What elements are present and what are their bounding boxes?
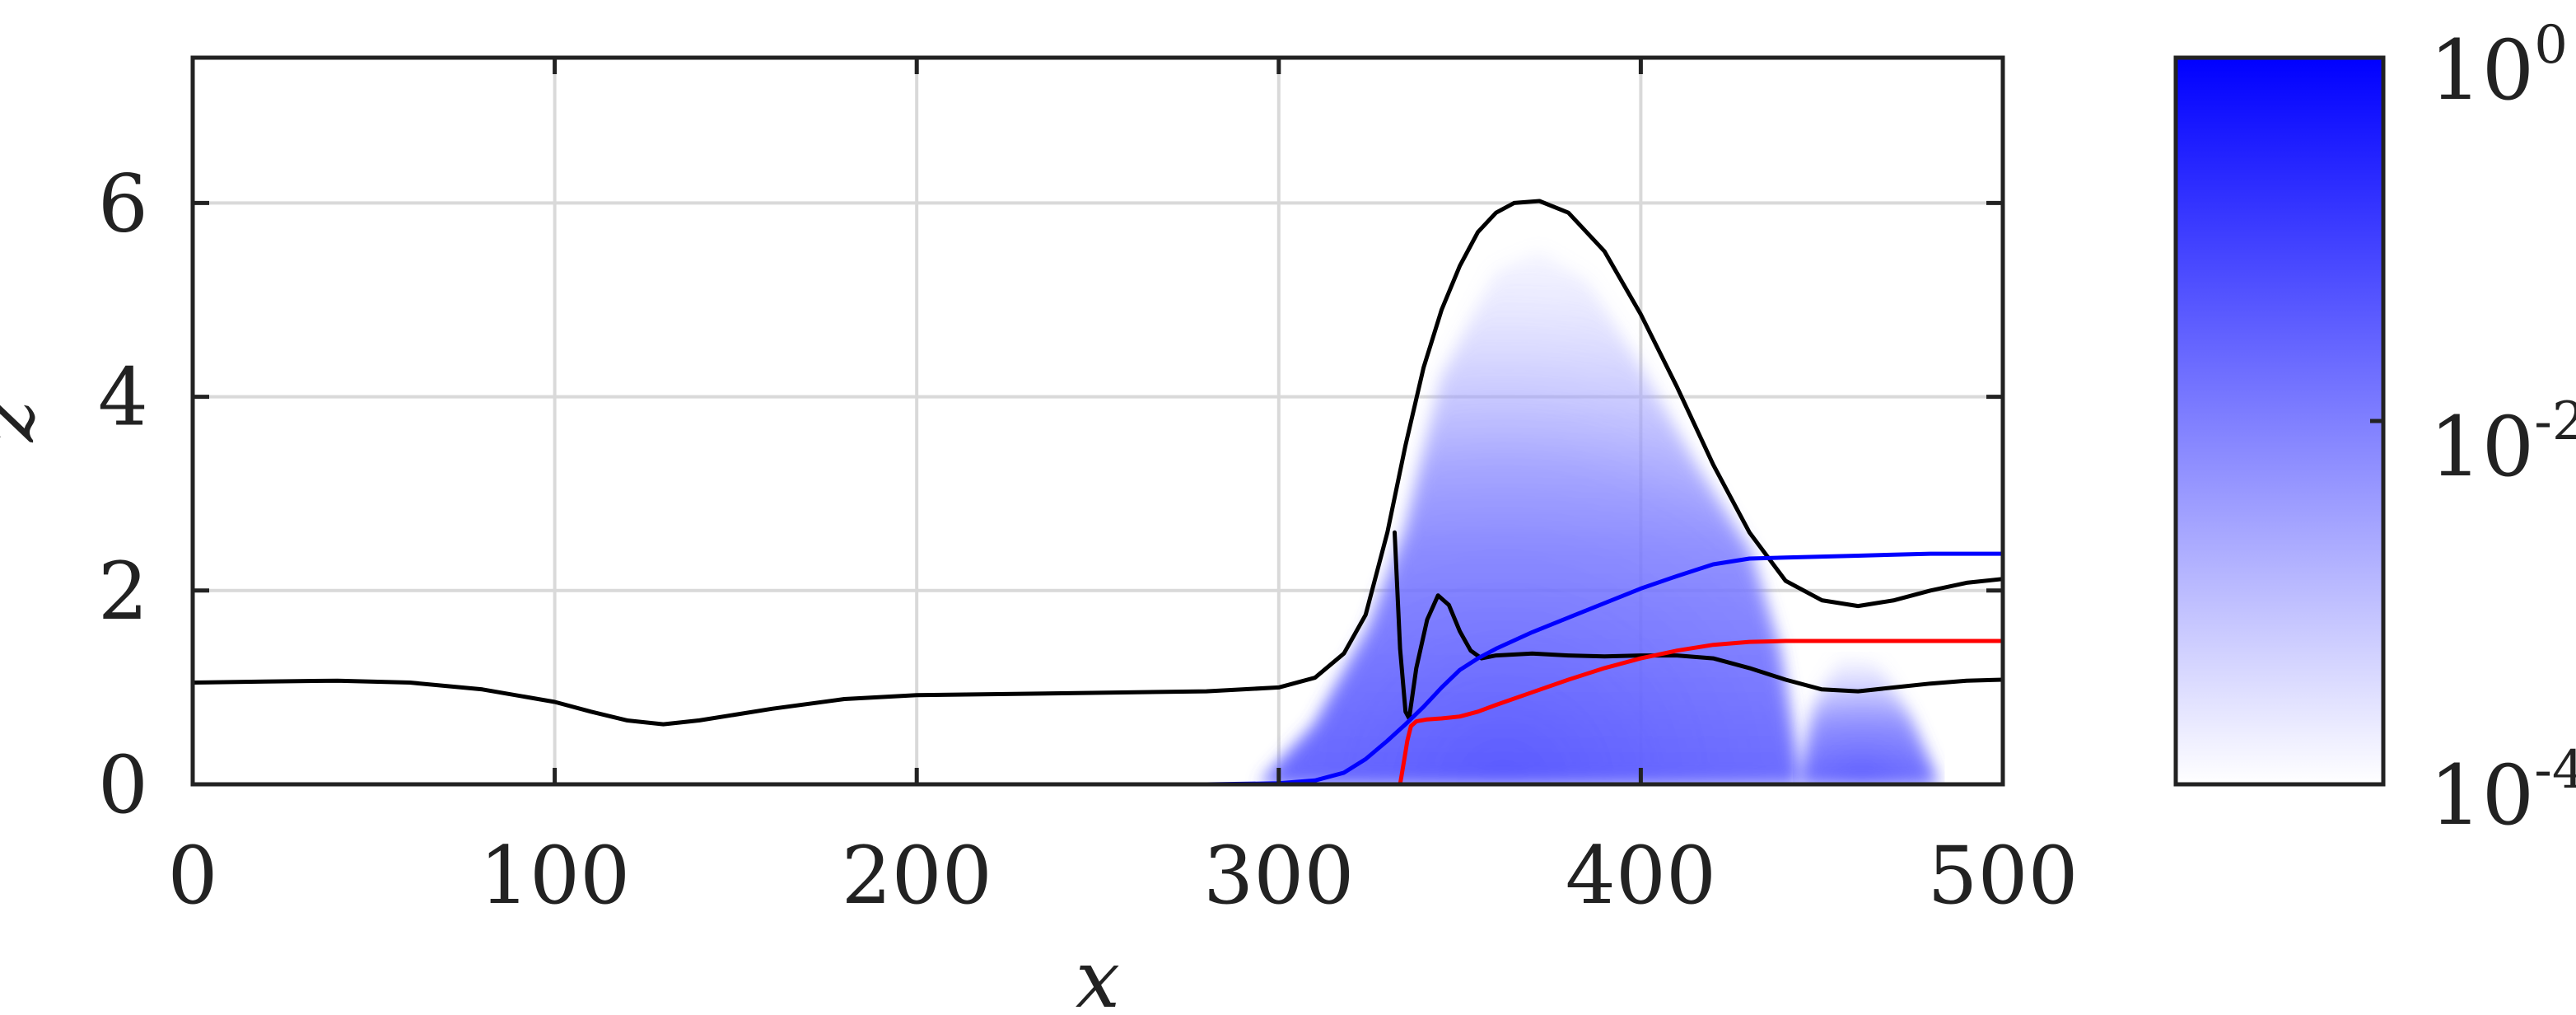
y-axis-label: z: [0, 399, 52, 442]
colorbar-min-exponent: -4: [2534, 740, 2576, 801]
colorbar-gradient: [2173, 55, 2386, 787]
y-tick-label: 0: [98, 739, 148, 831]
intensity-field: [1260, 251, 1938, 784]
grid: [193, 58, 2003, 784]
series-line-4: [1398, 638, 2003, 784]
series-line-3: [193, 551, 2003, 784]
plot-frame: [190, 55, 2005, 787]
x-tick-label: 100: [479, 830, 630, 922]
x-tick-label: 400: [1566, 830, 1716, 922]
colorbar-max-exponent: 0: [2534, 15, 2568, 76]
y-tick-label: 6: [98, 157, 148, 250]
colorbar-mid-base: 10: [2429, 399, 2534, 495]
colorbar-label-max: 100: [2429, 15, 2568, 119]
y-tick-label: 4: [98, 352, 148, 444]
x-tick-label: 300: [1203, 830, 1354, 922]
x-axis-label: x: [1076, 933, 1120, 1015]
series-line-2: [1393, 530, 2003, 721]
x-tick-label: 500: [1927, 830, 2078, 922]
y-tick-label: 2: [98, 545, 148, 638]
x-tick-label: 0: [167, 830, 217, 922]
colorbar-min-base: 10: [2429, 747, 2534, 844]
x-tick-label: 200: [842, 830, 992, 922]
field-lobe-core: [1799, 658, 1938, 784]
axis-ticks: [190, 58, 2005, 787]
tick-labels: 0 100 200 300 400 500 0 2 4 6: [98, 157, 2079, 922]
field-lobe-core: [1260, 251, 1800, 784]
series-line-1: [193, 199, 2003, 727]
colorbar-max-base: 10: [2429, 22, 2534, 119]
colorbar: 100 10-2 10-4: [2173, 15, 2576, 844]
series-lines: [193, 199, 2003, 784]
colorbar-label-min: 10-4: [2429, 740, 2576, 844]
colorbar-label-mid: 10-2: [2429, 391, 2576, 495]
colorbar-mid-exponent: -2: [2534, 391, 2576, 452]
